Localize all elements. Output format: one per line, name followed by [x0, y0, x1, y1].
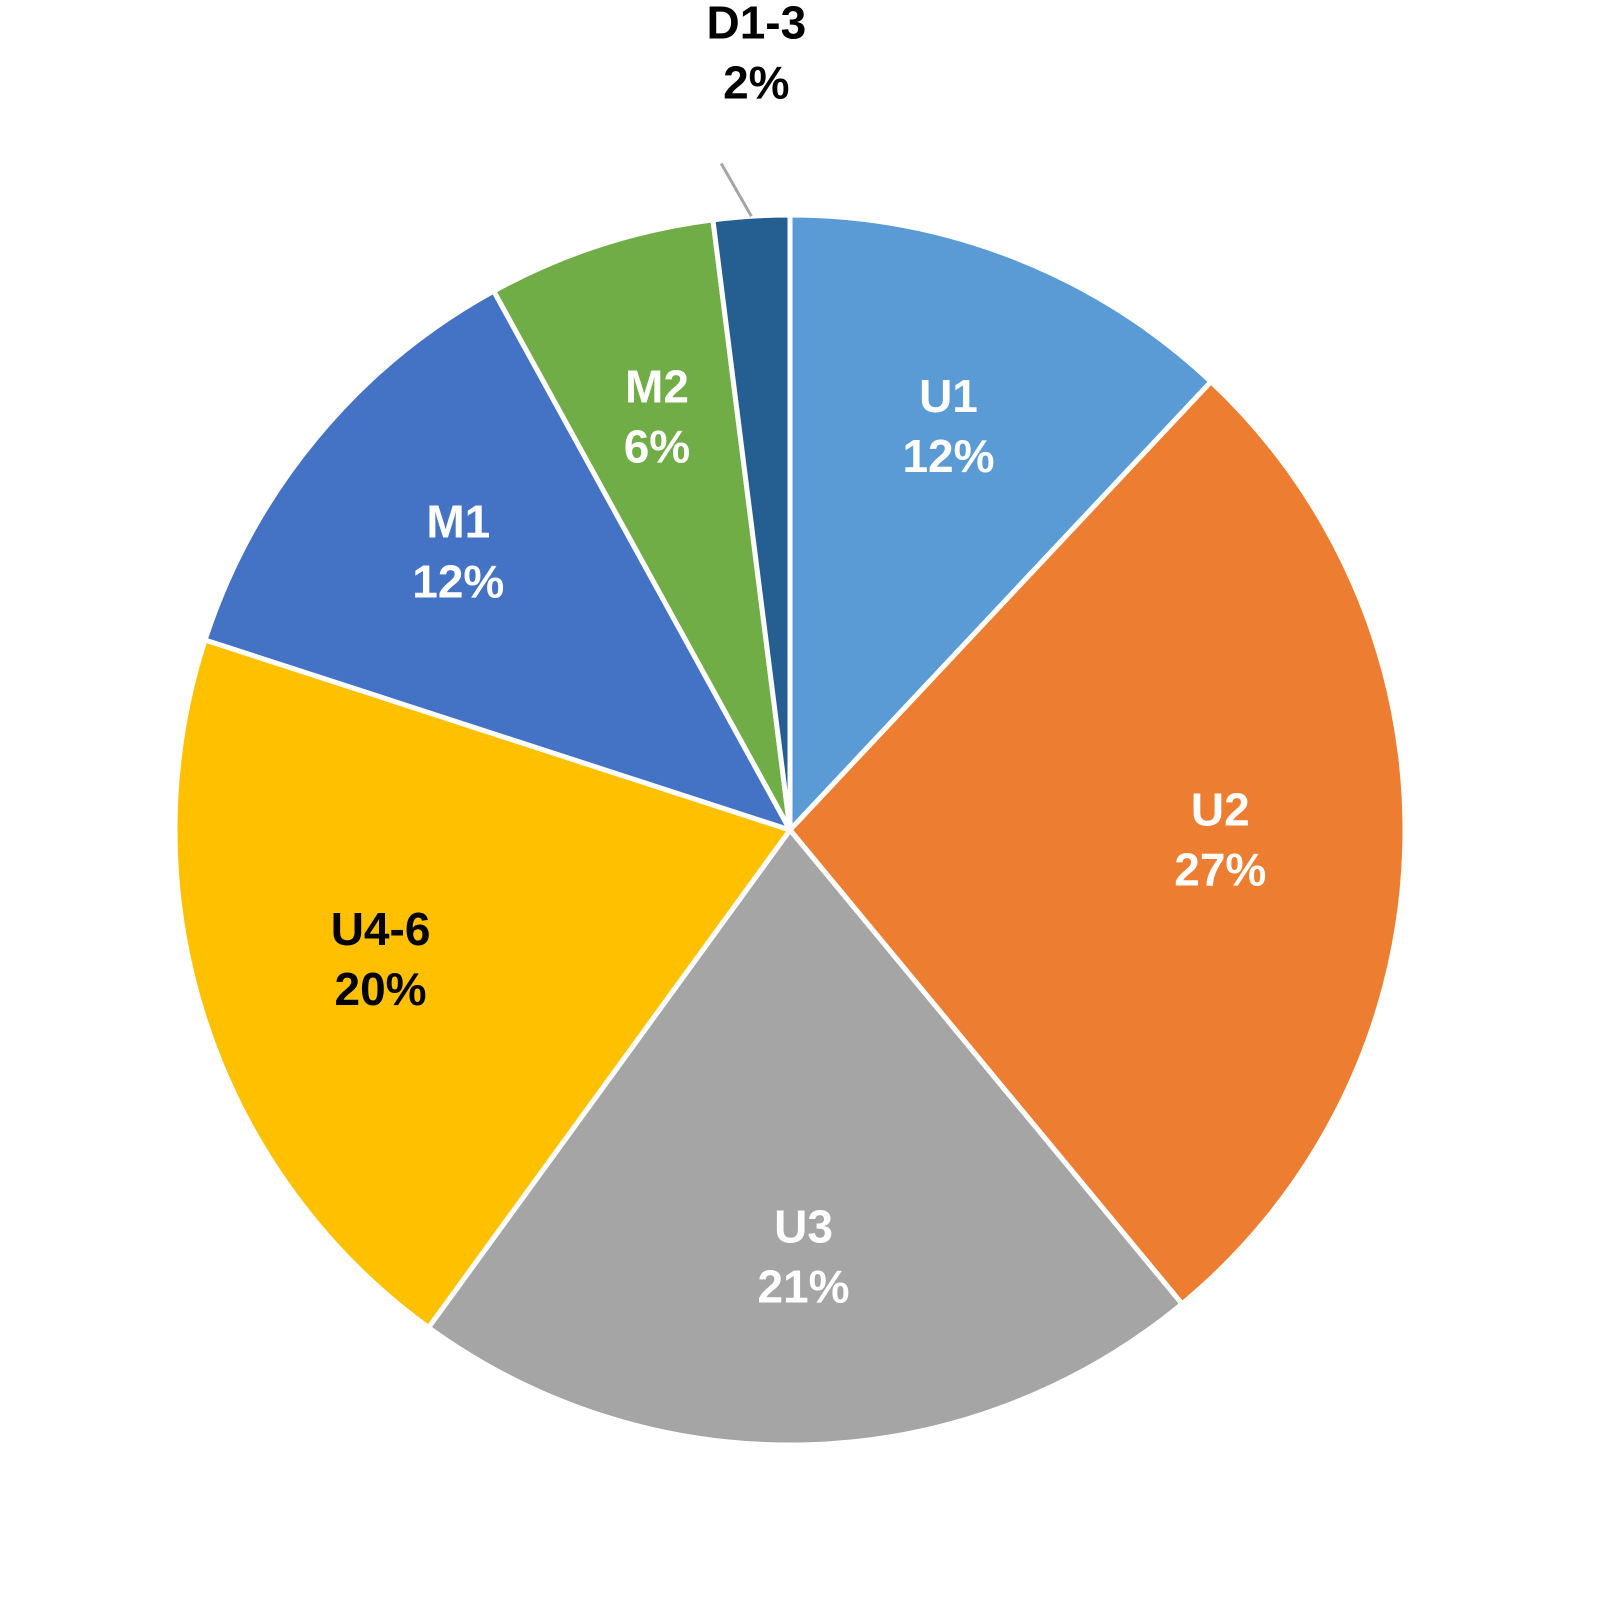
slice-category-label: M2	[625, 361, 689, 413]
slice-category-label: U4-6	[331, 903, 431, 955]
pie-slice	[491, 217, 793, 833]
slice-category-label: M1	[426, 496, 490, 548]
slice-value-label: 2%	[723, 57, 789, 109]
slice-value-label: 6%	[624, 421, 690, 473]
pie-slice	[426, 827, 1185, 1448]
pie-slice	[787, 379, 1408, 1307]
slice-value-label: 20%	[335, 963, 427, 1015]
pie-slice	[787, 212, 1214, 833]
slice-category-label: D1-3	[706, 0, 806, 49]
slice-value-label: 21%	[757, 1260, 849, 1312]
pie-slice	[172, 637, 793, 1331]
slice-category-label: U2	[1191, 784, 1250, 836]
slice-value-label: 12%	[412, 556, 504, 608]
slice-value-label: 12%	[902, 430, 994, 482]
pie-slice	[202, 288, 793, 833]
slice-value-label: 27%	[1174, 844, 1266, 896]
slice-category-label: U1	[919, 370, 978, 422]
slice-category-label: U3	[774, 1200, 833, 1252]
leader-line	[719, 162, 753, 217]
